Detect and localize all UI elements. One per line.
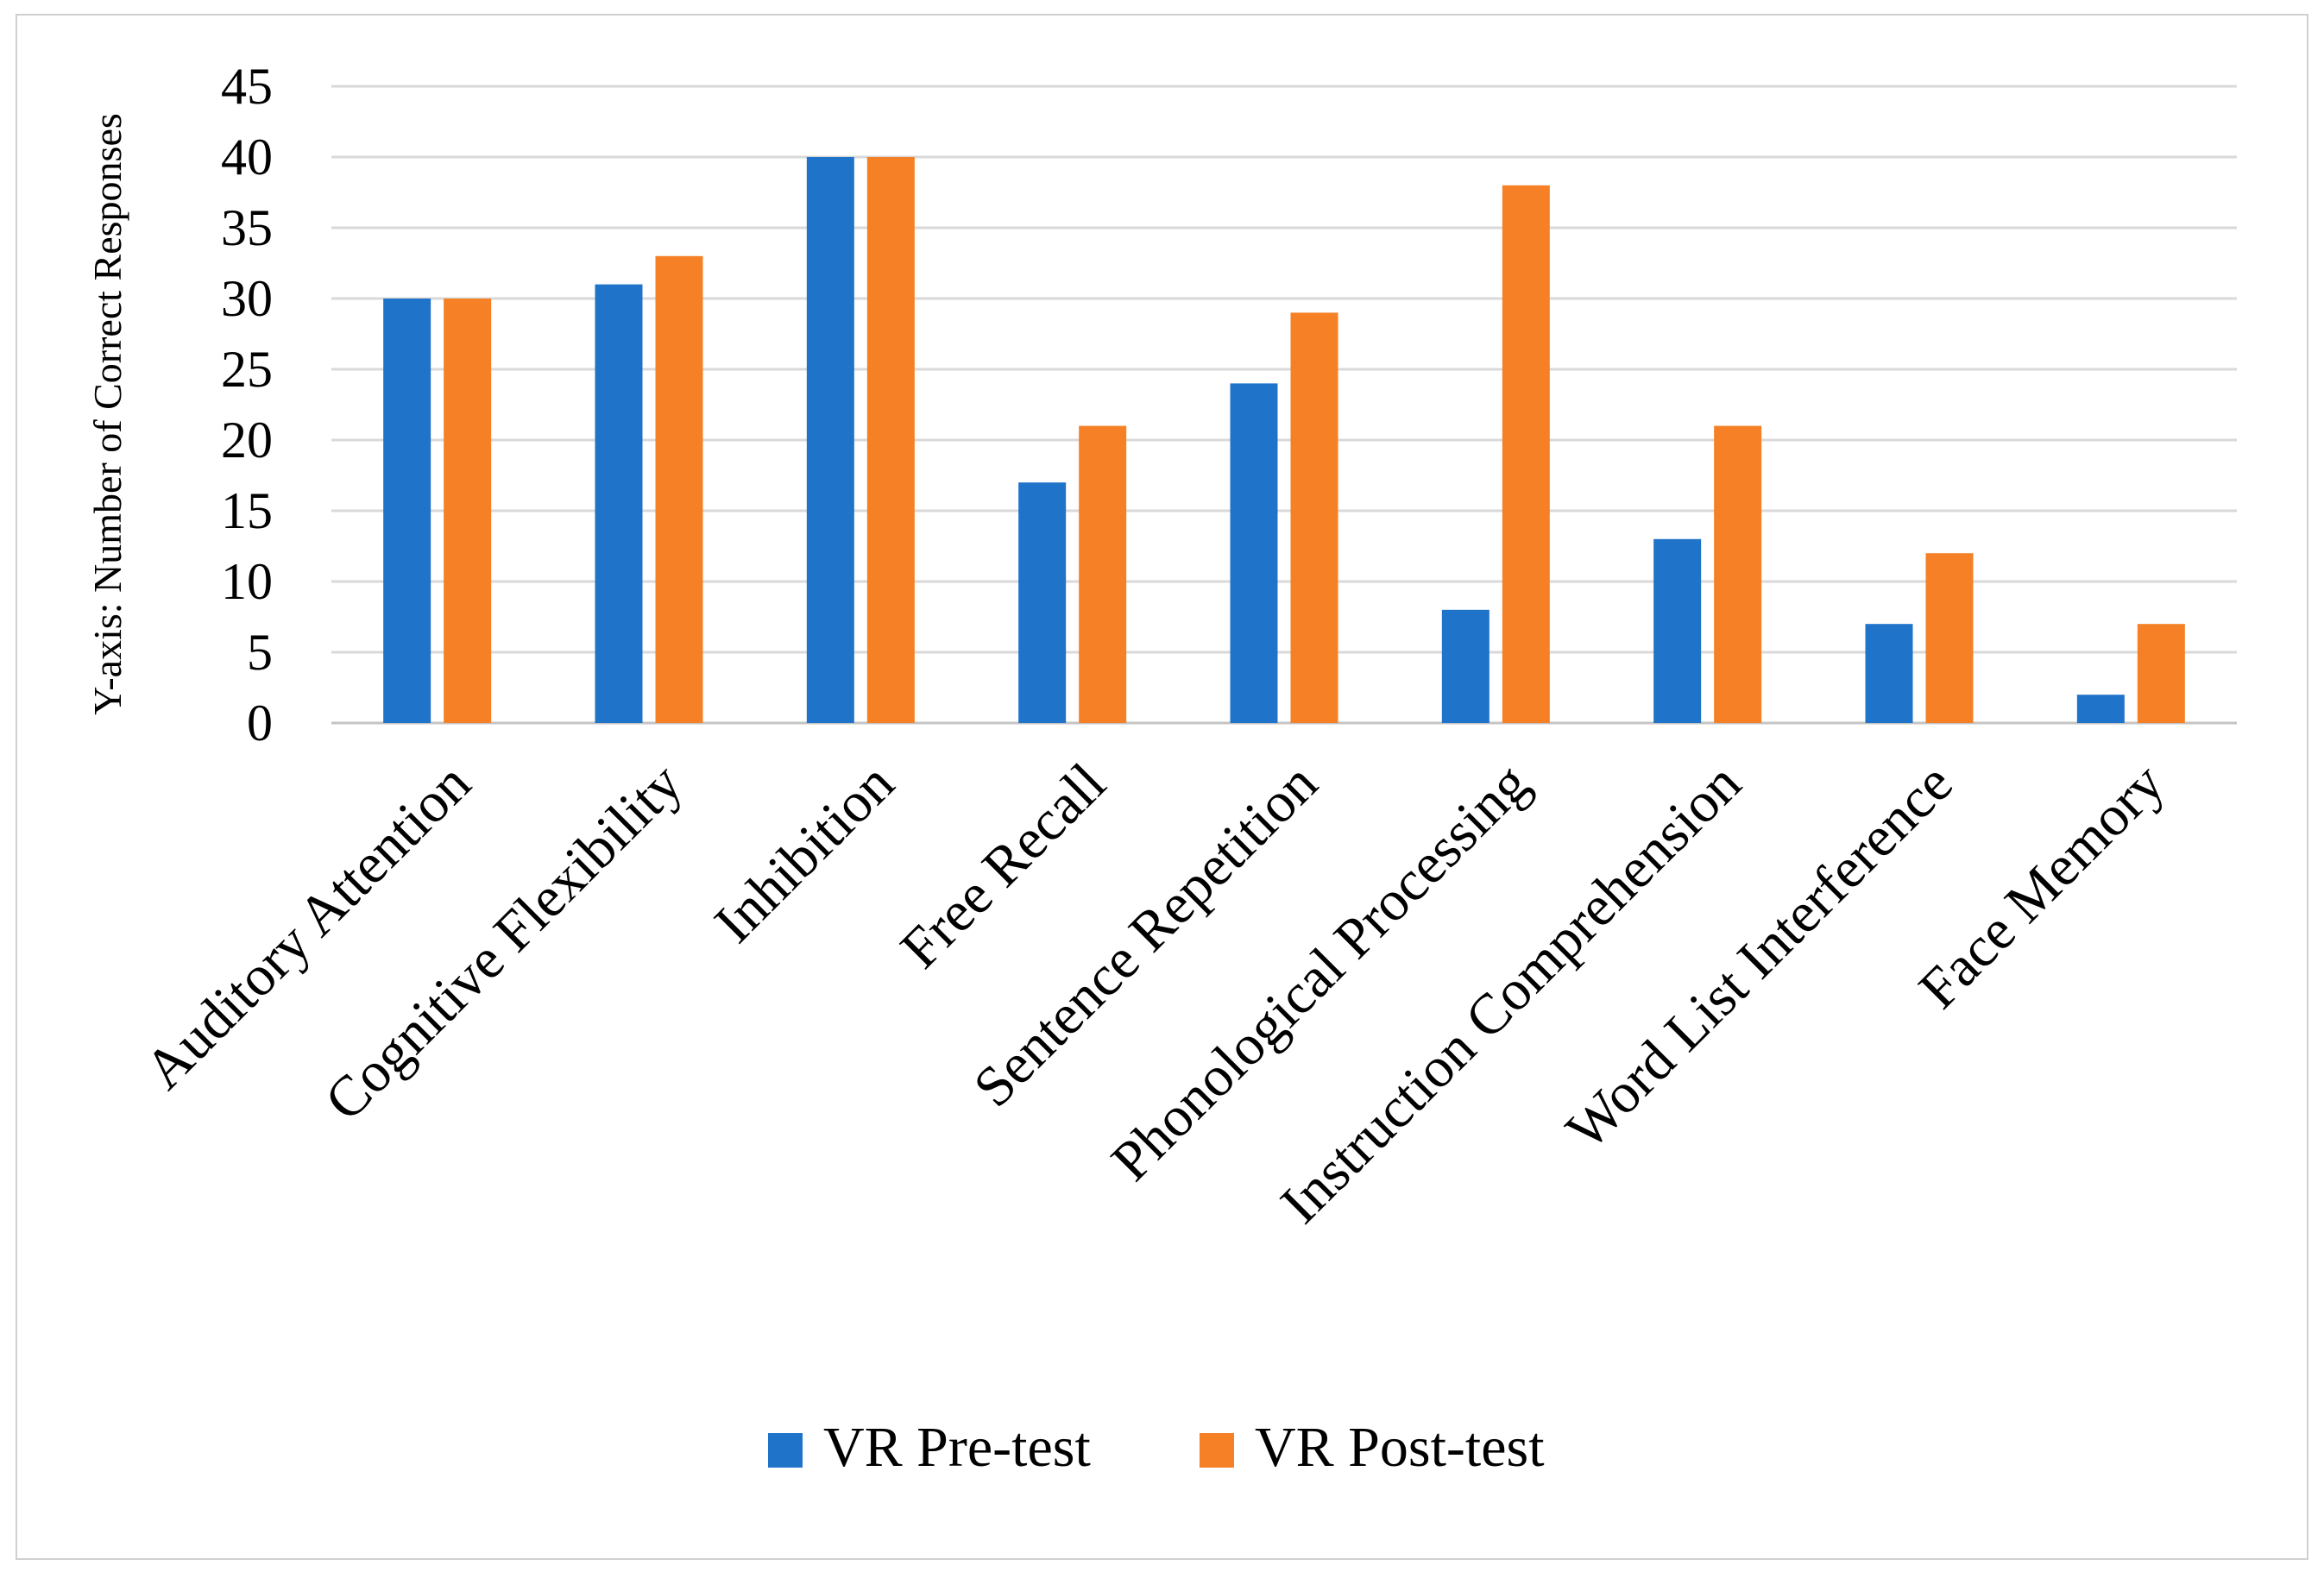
- bar-post-test: [866, 157, 915, 723]
- bar-post-test: [444, 299, 492, 723]
- bars: [383, 157, 2185, 724]
- bar-pre-test: [383, 299, 431, 723]
- category-label: Free Recall: [889, 751, 1118, 980]
- bar-pre-test: [1653, 538, 1702, 723]
- y-tick-label: 25: [221, 341, 273, 398]
- legend: VR Pre-test VR Post-test: [768, 1416, 1545, 1479]
- bar-pre-test: [595, 284, 643, 723]
- y-tick-label: 20: [221, 412, 273, 468]
- y-tick-label: 10: [221, 553, 273, 610]
- bar-pre-test: [806, 157, 854, 723]
- chart-frame: [16, 14, 2308, 1560]
- legend-label-pre-test: VR Pre-test: [823, 1416, 1091, 1479]
- y-tick-label: 15: [221, 482, 273, 539]
- y-tick-label: 5: [247, 624, 273, 681]
- bar-post-test: [1925, 553, 1974, 723]
- y-tick-labels: 0 5 10 15 20 25 30 35 40 45: [221, 58, 273, 751]
- bar-pre-test: [1018, 482, 1067, 723]
- category-label: Cognitive Flexibility: [313, 751, 695, 1133]
- y-tick-label: 0: [247, 695, 273, 751]
- legend-swatch-pre-test: [768, 1433, 803, 1468]
- bar-pre-test: [1441, 609, 1490, 723]
- bar-pre-test: [1230, 383, 1278, 723]
- gridlines: [331, 85, 2237, 725]
- y-tick-label: 35: [221, 199, 273, 256]
- bar-post-test: [655, 255, 703, 723]
- y-tick-label: 40: [221, 129, 273, 185]
- bar-post-test: [2137, 624, 2185, 723]
- category-label: Word List Interference: [1554, 751, 1964, 1161]
- category-label: Inhibition: [702, 751, 906, 955]
- y-tick-label: 30: [221, 270, 273, 327]
- legend-swatch-post-test: [1200, 1433, 1234, 1468]
- category-label: Phonological Processing: [1099, 751, 1541, 1193]
- bar-post-test: [1079, 425, 1127, 723]
- bar-pre-test: [2076, 695, 2125, 723]
- y-axis-title: Y-axis: Number of Correct Responses: [85, 113, 129, 715]
- y-tick-label: 45: [221, 58, 273, 115]
- bar-post-test: [1502, 185, 1550, 724]
- bar-post-test: [1290, 312, 1338, 723]
- bar-pre-test: [1865, 624, 1913, 723]
- legend-label-post-test: VR Post-test: [1255, 1416, 1545, 1479]
- bar-post-test: [1714, 425, 1762, 723]
